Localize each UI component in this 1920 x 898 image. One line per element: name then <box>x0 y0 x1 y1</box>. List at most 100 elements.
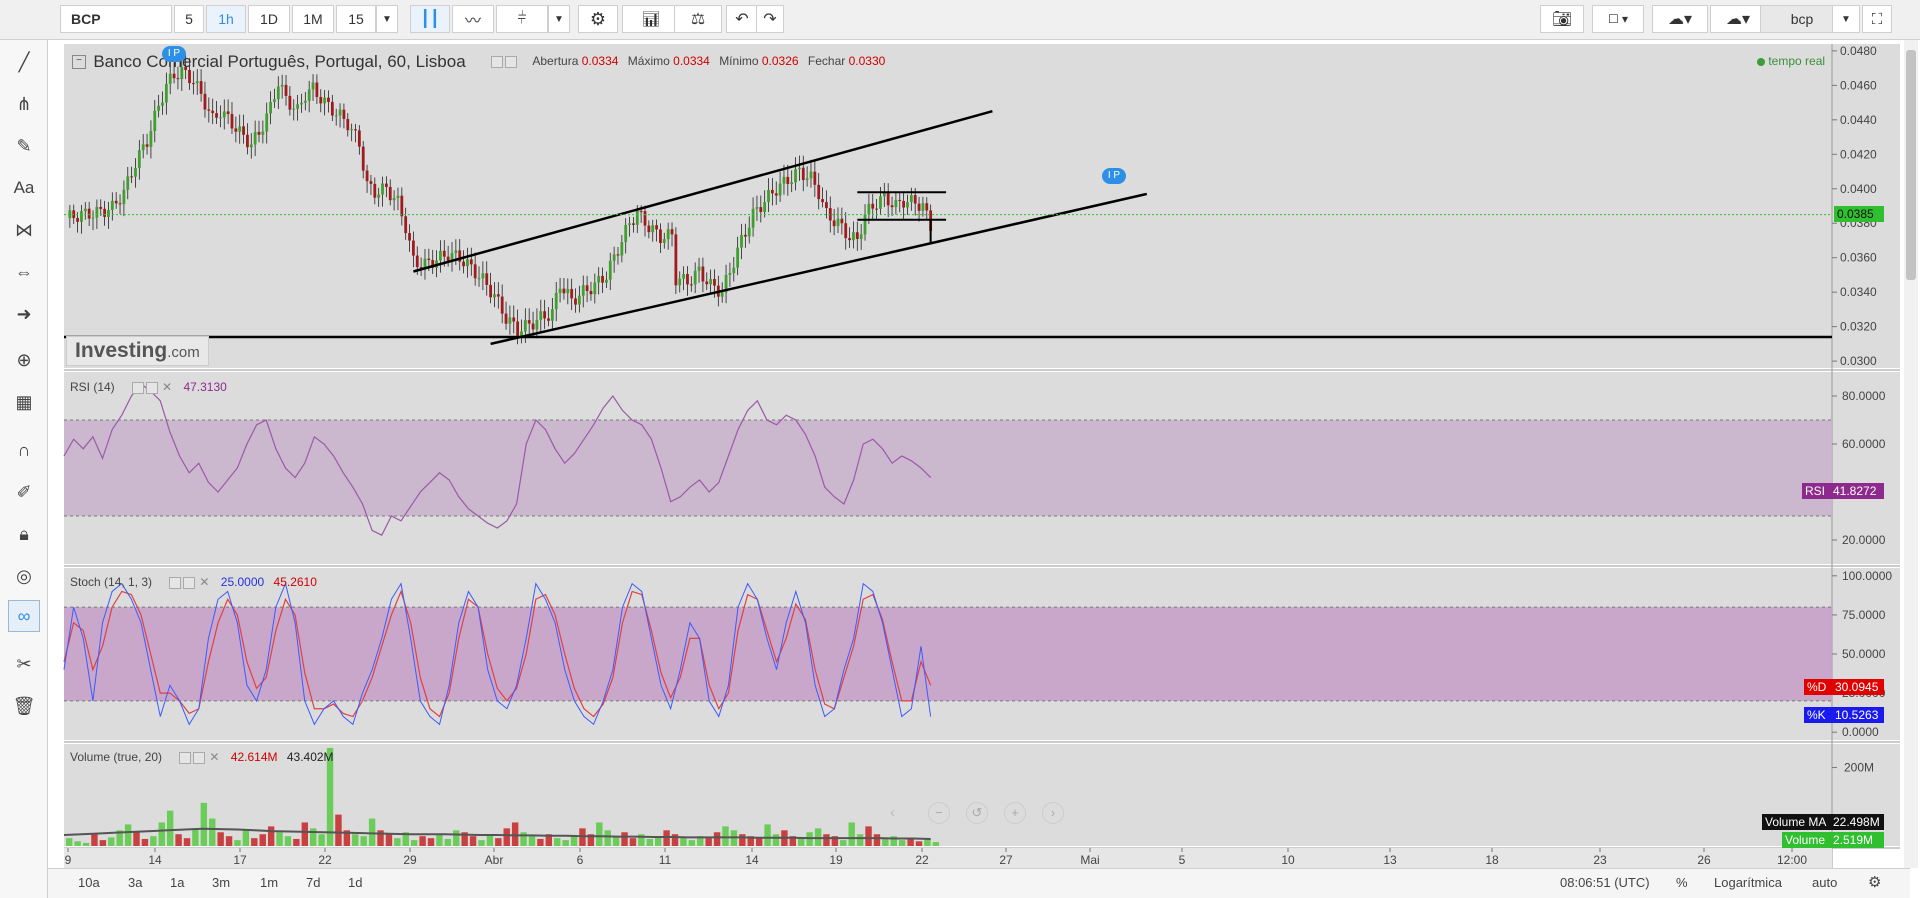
volume-close-icon[interactable]: ✕ <box>209 750 220 764</box>
candle-body <box>732 267 736 274</box>
volume-bar <box>150 836 157 846</box>
pencil-icon[interactable]: ✐ <box>16 481 32 502</box>
time-tick-label: 22 <box>318 853 332 867</box>
range-10a[interactable]: 10a <box>78 875 100 890</box>
cloud-download-icon[interactable]: ☁▾ <box>1652 5 1708 33</box>
pattern-tool-icon[interactable]: ⋈ <box>15 219 33 240</box>
candle-body <box>446 256 450 261</box>
axis-settings-gear-icon[interactable]: ⚙ <box>1868 874 1882 891</box>
candle-body <box>655 225 658 230</box>
zoom-in-bubble-icon[interactable]: + <box>1004 802 1026 824</box>
camera-icon[interactable]: 📷︎ <box>1540 5 1584 33</box>
candle-body <box>137 150 141 168</box>
trend-line-tool-icon[interactable]: ╱ <box>18 51 30 72</box>
candlestick-type-icon[interactable]: ┃┃ <box>410 5 450 33</box>
cloud-upload-icon[interactable]: ☁▾ <box>1710 5 1766 33</box>
range-7d[interactable]: 7d <box>306 875 321 890</box>
main-legend: − Banco Comercial Português, Portugal, 6… <box>72 52 885 72</box>
interval-dropdown-icon[interactable]: ▼ <box>376 5 398 33</box>
stoch-close-icon[interactable]: ✕ <box>199 575 210 589</box>
realtime-label: tempo real <box>1768 54 1826 68</box>
event-marker-1[interactable]: I P <box>162 46 186 62</box>
candle-body <box>315 82 319 97</box>
collapse-icon[interactable]: − <box>72 55 86 69</box>
range-1m[interactable]: 1m <box>260 875 279 890</box>
chart-canvas[interactable]: 0.04800.04600.04400.04200.04000.03800.03… <box>0 0 1920 868</box>
link-icon[interactable]: ∞ <box>8 600 40 632</box>
text-tool-icon[interactable]: Aa <box>13 178 35 197</box>
range-1d[interactable]: 1d <box>348 875 363 890</box>
line-type-icon[interactable]: 〰 <box>452 5 494 33</box>
rsi-value: 47.3130 <box>183 380 227 394</box>
volume-bar <box>772 834 780 846</box>
rsi-settings-icon[interactable] <box>132 381 145 394</box>
measure-tool-icon[interactable]: ⇔ <box>15 261 33 282</box>
volume-bar <box>697 836 704 846</box>
rsi-close-icon[interactable]: ✕ <box>162 380 173 394</box>
candle-body <box>906 202 909 208</box>
interval-1d-button[interactable]: 1D <box>248 5 290 33</box>
zoom-out-icon[interactable]: − <box>928 802 950 824</box>
legend-hide-icon[interactable] <box>505 56 518 68</box>
stoch-settings-icon[interactable] <box>169 576 182 589</box>
candle-body <box>450 253 454 261</box>
event-marker-2[interactable]: I P <box>1102 168 1126 184</box>
zoom-in-icon[interactable]: ⊕ <box>16 349 32 370</box>
interval-1h-button[interactable]: 1h <box>206 5 246 33</box>
compare-scale-icon[interactable]: ⚖ <box>674 5 722 33</box>
interval-5-button[interactable]: 5 <box>174 5 204 33</box>
ruler-tool-icon[interactable]: ▦ <box>15 391 33 412</box>
candle-body <box>230 114 234 129</box>
candle-body <box>134 167 137 177</box>
layout-select-icon[interactable]: ☐ ▾ <box>1592 5 1644 33</box>
chart-type-dropdown-icon[interactable]: ▼ <box>548 5 570 33</box>
range-1a[interactable]: 1a <box>170 875 185 890</box>
scroll-right-icon[interactable]: › <box>1042 802 1064 824</box>
indicators-icon[interactable]: 📊︎ <box>622 5 680 33</box>
rsi-hide-icon[interactable] <box>146 381 159 394</box>
volume-hide-icon[interactable] <box>193 751 206 764</box>
compare-dropdown-icon[interactable]: ▼ <box>1832 5 1860 33</box>
legend-settings-icon[interactable] <box>491 56 504 68</box>
pitchfork-tool-icon[interactable]: ⋔ <box>16 93 32 114</box>
brush-tool-icon[interactable]: ✎ <box>16 135 32 156</box>
tools-icon[interactable]: ✂ <box>16 653 32 674</box>
candle-body <box>871 203 875 209</box>
hide-eye-icon[interactable]: ◎ <box>16 565 32 586</box>
candle-body <box>203 93 207 110</box>
range-3m[interactable]: 3m <box>212 875 231 890</box>
stoch-tick-label: 50.0000 <box>1842 647 1886 661</box>
volume-bar <box>133 832 140 846</box>
undo-icon[interactable]: ↶ <box>726 5 758 33</box>
fullscreen-icon[interactable]: ⛶ <box>1862 5 1892 33</box>
volume-bar <box>124 824 132 846</box>
trash-icon[interactable]: 🗑︎ <box>12 695 36 716</box>
compare-symbol-field[interactable]: bcp <box>1760 5 1844 33</box>
candle-body <box>238 126 242 132</box>
candle-body <box>423 258 427 268</box>
symbol-input[interactable]: BCP <box>60 5 172 33</box>
arrow-left-icon[interactable]: ➜ <box>16 303 32 324</box>
reset-icon[interactable]: ↺ <box>966 802 988 824</box>
volume-bar <box>343 830 351 846</box>
candle-body <box>496 294 500 297</box>
candle-body <box>701 266 705 282</box>
stoch-hide-icon[interactable] <box>183 576 196 589</box>
auto-toggle[interactable]: auto <box>1812 875 1838 890</box>
realtime-indicator: tempo real <box>1757 54 1825 68</box>
range-3a[interactable]: 3a <box>128 875 143 890</box>
settings-gear-icon[interactable]: ⚙ <box>578 5 618 33</box>
redo-icon[interactable]: ↷ <box>756 5 784 33</box>
lock-icon[interactable]: 🔒︎ <box>19 523 29 544</box>
scroll-left-icon[interactable]: ‹ <box>890 804 895 821</box>
magnet-icon[interactable]: ∩ <box>17 439 31 460</box>
candle-body <box>697 266 701 271</box>
log-toggle[interactable]: Logarítmica <box>1714 875 1782 890</box>
bar-type-icon[interactable]: ⫩ <box>496 5 548 33</box>
interval-1m-button[interactable]: 1M <box>292 5 334 33</box>
volume-settings-icon[interactable] <box>179 751 192 764</box>
rsi-legend: RSI (14) ✕ 47.3130 <box>70 380 227 394</box>
interval-select[interactable]: 15 <box>336 5 376 33</box>
percent-toggle[interactable]: % <box>1676 875 1688 890</box>
candle-body <box>350 129 354 131</box>
